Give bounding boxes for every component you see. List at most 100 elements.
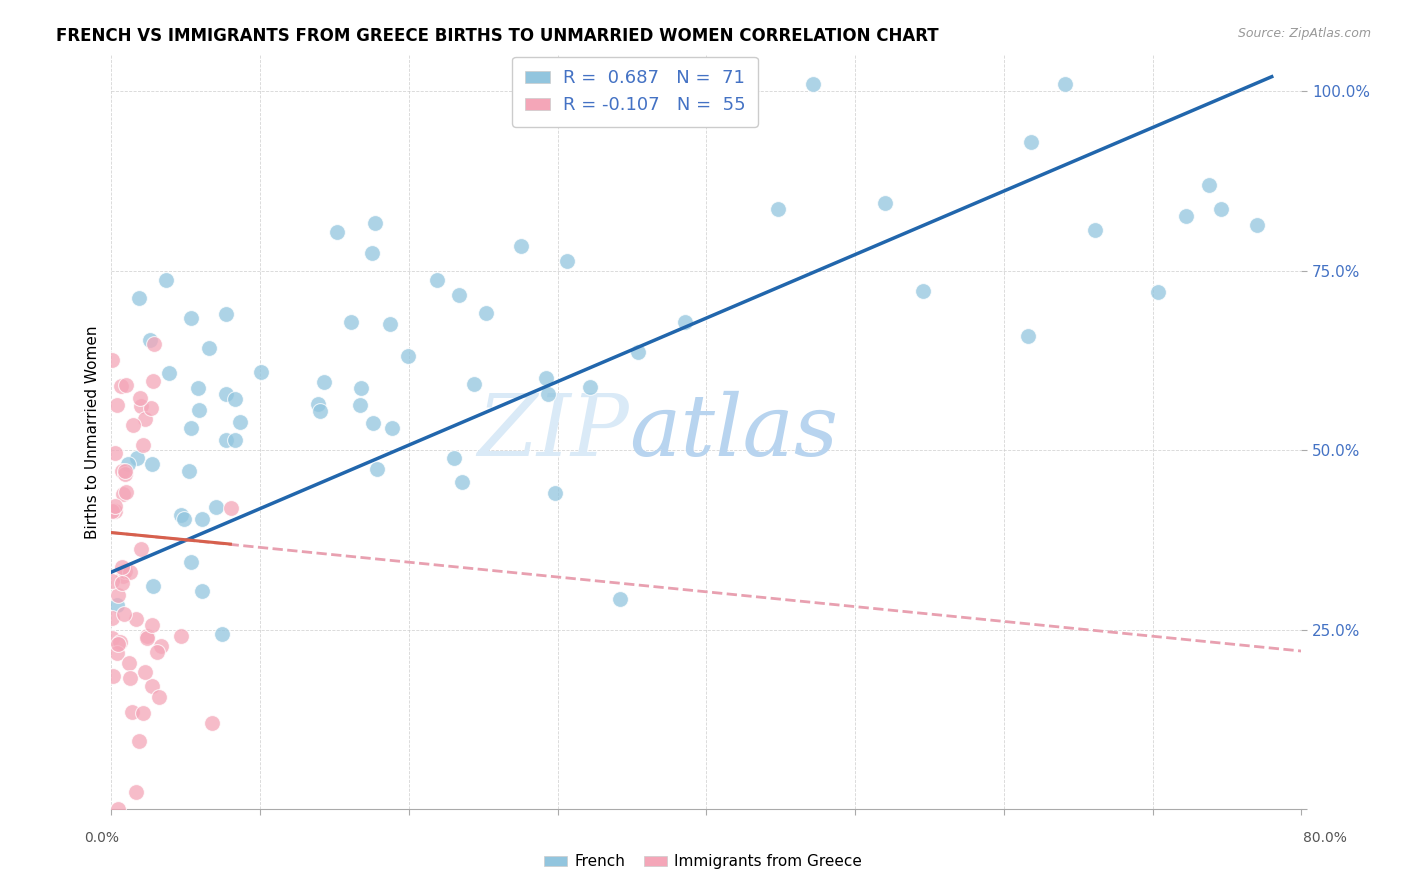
- Point: [124, 785, 146, 799]
- Point: [110, 379, 132, 393]
- Point: [135, 631, 157, 645]
- Point: [141, 401, 163, 416]
- Point: [129, 399, 152, 413]
- Point: [555, 254, 578, 268]
- Point: [111, 560, 134, 574]
- Point: [366, 461, 388, 475]
- Point: [1147, 285, 1170, 299]
- Point: [121, 705, 143, 719]
- Point: [104, 499, 127, 513]
- Point: [134, 665, 156, 679]
- Point: [112, 607, 135, 622]
- Point: [111, 465, 134, 479]
- Point: [326, 225, 349, 239]
- Point: [307, 397, 329, 411]
- Point: [108, 635, 131, 649]
- Legend: French, Immigrants from Greece: French, Immigrants from Greece: [537, 848, 869, 875]
- Point: [114, 484, 136, 499]
- Point: [141, 457, 163, 471]
- Point: [443, 451, 465, 466]
- Point: [111, 487, 134, 501]
- Point: [180, 420, 202, 434]
- Point: [128, 734, 150, 748]
- Point: [314, 375, 336, 389]
- Point: [107, 802, 129, 816]
- Point: [426, 273, 449, 287]
- Point: [219, 500, 242, 515]
- Point: [447, 287, 470, 301]
- Point: [135, 629, 157, 643]
- Point: [224, 433, 246, 447]
- Point: [105, 646, 128, 660]
- Point: [145, 645, 167, 659]
- Point: [112, 569, 135, 583]
- Point: [150, 640, 173, 654]
- Point: [190, 512, 212, 526]
- Point: [627, 345, 650, 359]
- Point: [117, 458, 139, 472]
- Point: [201, 716, 224, 731]
- Point: [350, 381, 373, 395]
- Point: [118, 671, 141, 685]
- Point: [1053, 77, 1076, 91]
- Point: [104, 504, 127, 518]
- Point: [101, 611, 124, 625]
- Text: Source: ZipAtlas.com: Source: ZipAtlas.com: [1237, 27, 1371, 40]
- Point: [197, 341, 219, 355]
- Point: [132, 438, 155, 452]
- Point: [187, 381, 209, 395]
- Point: [228, 415, 250, 429]
- Point: [141, 618, 163, 632]
- Point: [155, 273, 177, 287]
- Y-axis label: Births to Unmarried Women: Births to Unmarried Women: [86, 326, 100, 539]
- Point: [159, 367, 181, 381]
- Point: [380, 318, 402, 332]
- Point: [215, 307, 238, 321]
- Point: [179, 464, 201, 478]
- Point: [101, 504, 124, 518]
- Point: [912, 285, 935, 299]
- Point: [101, 574, 124, 588]
- Point: [129, 392, 152, 406]
- Point: [114, 467, 136, 481]
- Point: [1084, 223, 1107, 237]
- Text: atlas: atlas: [628, 391, 838, 474]
- Point: [190, 584, 212, 599]
- Point: [101, 668, 124, 682]
- Point: [204, 500, 226, 514]
- Point: [1246, 218, 1268, 232]
- Point: [120, 565, 142, 579]
- Point: [1211, 202, 1233, 216]
- Point: [107, 588, 129, 602]
- Point: [128, 291, 150, 305]
- Point: [215, 386, 238, 401]
- Point: [129, 542, 152, 557]
- Point: [187, 402, 209, 417]
- Point: [141, 679, 163, 693]
- Point: [534, 371, 557, 385]
- Point: [308, 404, 330, 418]
- Point: [579, 380, 602, 394]
- Text: 0.0%: 0.0%: [84, 831, 118, 846]
- Point: [673, 315, 696, 329]
- Point: [1198, 178, 1220, 193]
- Point: [180, 555, 202, 569]
- Point: [543, 485, 565, 500]
- Point: [173, 512, 195, 526]
- Point: [139, 333, 162, 347]
- Point: [381, 420, 404, 434]
- Point: [122, 418, 145, 433]
- Legend: R =  0.687   N =  71, R = -0.107   N =  55: R = 0.687 N = 71, R = -0.107 N = 55: [512, 56, 758, 127]
- Point: [1175, 209, 1198, 223]
- Point: [873, 195, 896, 210]
- Point: [180, 310, 202, 325]
- Point: [250, 365, 273, 379]
- Point: [104, 446, 127, 460]
- Text: FRENCH VS IMMIGRANTS FROM GREECE BIRTHS TO UNMARRIED WOMEN CORRELATION CHART: FRENCH VS IMMIGRANTS FROM GREECE BIRTHS …: [56, 27, 939, 45]
- Point: [114, 378, 136, 392]
- Point: [340, 315, 363, 329]
- Point: [349, 398, 371, 412]
- Point: [170, 629, 193, 643]
- Point: [101, 632, 124, 646]
- Point: [134, 411, 156, 425]
